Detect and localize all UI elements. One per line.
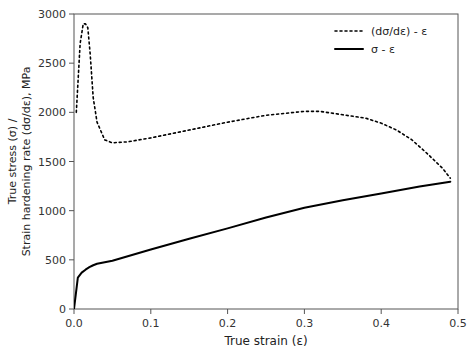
x-tick [150, 309, 151, 314]
series-line [74, 182, 450, 309]
y-tick-label: 0 [59, 303, 66, 316]
legend: (dσ/dε) - ε σ - ε [335, 25, 427, 56]
x-tick [381, 309, 382, 314]
y-tick [69, 210, 74, 211]
x-tick-label: 0.2 [219, 317, 237, 330]
y-tick-label: 1500 [38, 156, 66, 169]
y-tick [69, 161, 74, 162]
legend-swatch [335, 30, 363, 32]
y-tick-label: 2000 [38, 106, 66, 119]
x-tick-label: 0.3 [296, 317, 314, 330]
plot-area [74, 24, 450, 309]
y-tick [69, 14, 74, 15]
x-tick-label: 0.5 [449, 317, 467, 330]
x-tick [304, 309, 305, 314]
x-tick-label: 0.0 [65, 317, 83, 330]
y-tick-label: 500 [45, 254, 66, 267]
y-tick [69, 259, 74, 260]
y-tick-label: 3000 [38, 8, 66, 21]
y-tick [69, 63, 74, 64]
plot-frame [74, 14, 458, 309]
legend-swatch [335, 48, 363, 50]
legend-label: σ - ε [371, 43, 395, 56]
x-tick [227, 309, 228, 314]
y-tick [69, 112, 74, 113]
y-tick [69, 309, 74, 310]
legend-label: (dσ/dε) - ε [371, 25, 427, 38]
y-tick-label: 2500 [38, 57, 66, 70]
x-tick-label: 0.4 [372, 317, 390, 330]
x-axis-label: True strain (ε) [223, 334, 307, 348]
chart: 0.0 0.1 0.2 0.3 0.4 0.5 0 500 1000 1500 2000 2500 30… [0, 0, 474, 355]
y-axis-label: Strain hardening rate (dσ/dε), MPa [20, 67, 33, 257]
x-tick [458, 309, 459, 314]
series-line [76, 24, 450, 178]
x-tick-label: 0.1 [142, 317, 160, 330]
background [0, 0, 474, 355]
y-tick-label: 1000 [38, 205, 66, 218]
x-tick [74, 309, 75, 314]
y-axis-label: True stress (σ) / [6, 118, 19, 205]
